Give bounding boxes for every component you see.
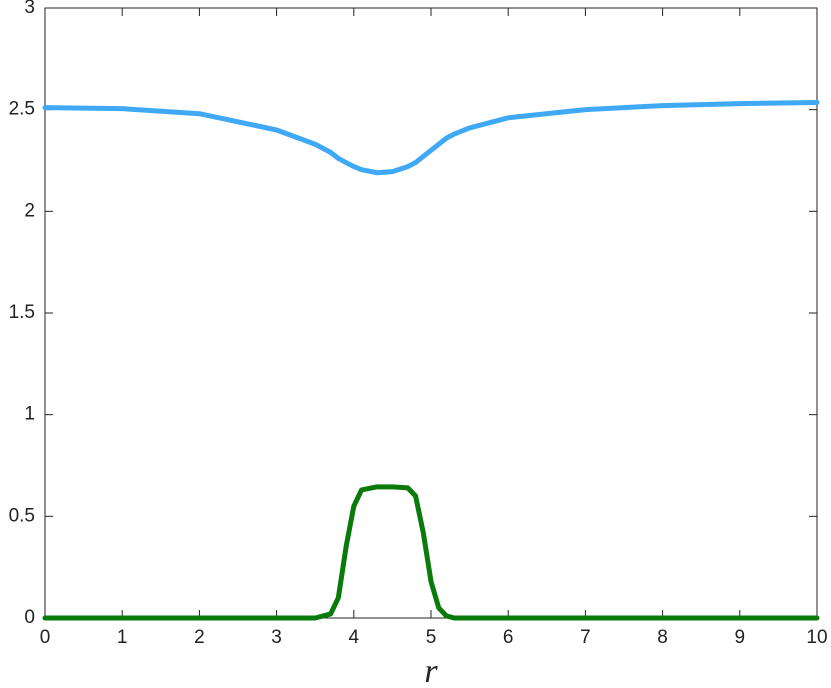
y-tick-label: 3 bbox=[24, 0, 35, 18]
x-axis-label: r bbox=[424, 653, 438, 688]
y-tick-label: 2 bbox=[24, 200, 35, 221]
x-tick-label: 0 bbox=[40, 627, 51, 648]
y-tick-label: 1.5 bbox=[9, 302, 35, 323]
data-line bbox=[42, 100, 820, 176]
plot-frame bbox=[44, 7, 818, 619]
y-tick-label: 2.5 bbox=[9, 99, 35, 120]
y-tick-label: 1 bbox=[24, 404, 35, 425]
x-tick-label: 2 bbox=[194, 627, 205, 648]
y-tick-label: 0 bbox=[24, 607, 35, 628]
x-tick-label: 7 bbox=[580, 627, 591, 648]
x-tick-label: 4 bbox=[349, 627, 360, 648]
x-tick-label: 1 bbox=[117, 627, 128, 648]
x-tick-label: 9 bbox=[735, 627, 746, 648]
x-tick-label: 6 bbox=[503, 627, 514, 648]
x-tick-label: 3 bbox=[271, 627, 282, 648]
y-tick-label: 0.5 bbox=[9, 505, 35, 526]
x-tick-label: 5 bbox=[426, 627, 437, 648]
data-line bbox=[42, 484, 820, 621]
x-tick-label: 8 bbox=[657, 627, 668, 648]
x-tick-label: 10 bbox=[806, 627, 827, 648]
